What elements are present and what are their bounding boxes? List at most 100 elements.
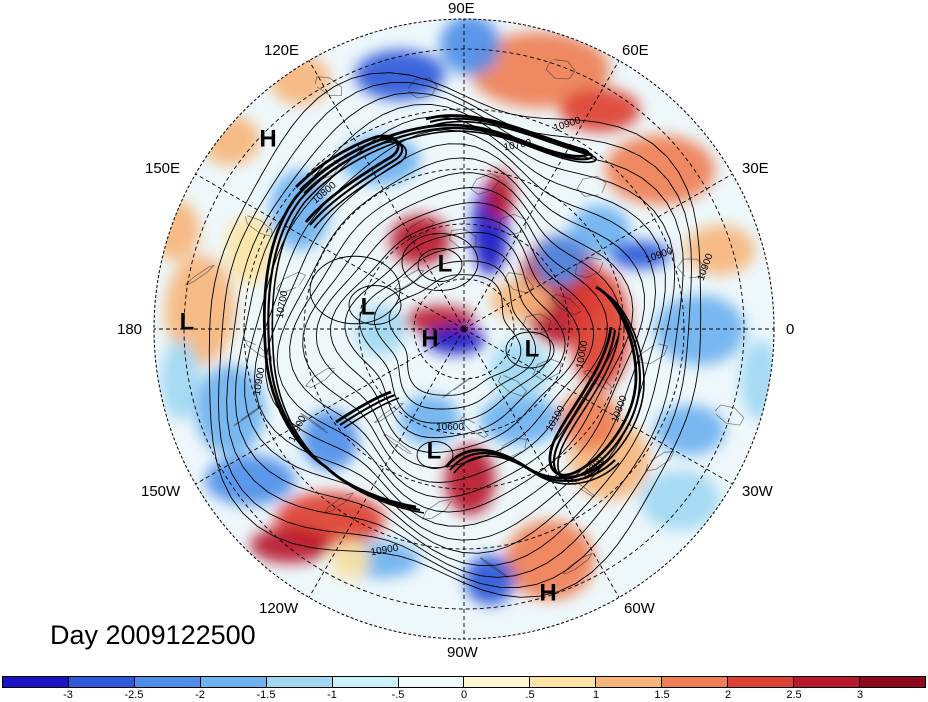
anomaly-patch: [685, 225, 755, 275]
day-title: Day 2009122500: [50, 620, 256, 650]
coastline: [504, 272, 534, 294]
contour-label: 10600: [436, 422, 464, 433]
height-contour: [315, 202, 595, 468]
height-contour: [416, 441, 454, 469]
anomaly-patch: [195, 365, 265, 455]
lon-label-0: 0: [786, 321, 795, 338]
coastline: [459, 416, 489, 438]
lon-label-90e: 90E: [448, 0, 475, 17]
lon-label-120e: 120E: [264, 42, 300, 59]
anomaly-patch: [655, 295, 745, 365]
contour-label: 10900: [370, 543, 400, 559]
lon-label-60e: 60E: [622, 42, 649, 59]
coastline: [304, 368, 335, 388]
height-contour: [330, 217, 580, 453]
colorbar-tick-label: 3: [856, 689, 864, 701]
height-contour: [234, 103, 676, 567]
coastline: [442, 376, 472, 399]
height-contour: [302, 187, 608, 483]
coastline: [576, 175, 607, 197]
coastline: [404, 218, 435, 240]
coastline: [639, 343, 669, 364]
jet-contour: [343, 397, 400, 429]
colorbar-box: [859, 677, 925, 687]
lat-lon-grid: [154, 19, 774, 639]
colorbar-tick-label: 1: [592, 689, 600, 701]
coastline: [300, 412, 328, 434]
anomaly-patch: [640, 470, 720, 530]
jet-contour: [271, 120, 597, 514]
colorbar-tick-label: -.5: [391, 689, 405, 701]
coastline: [676, 258, 707, 279]
contour-label: 10700: [275, 289, 291, 319]
coastline: [244, 215, 273, 237]
colorbar: [2, 676, 926, 688]
pressure-system-high: H: [259, 125, 276, 152]
coastline: [714, 404, 745, 426]
anomaly-patch: [490, 280, 550, 320]
coastline: [314, 76, 343, 96]
lon-label-180: 180: [117, 321, 143, 338]
coastline: [383, 434, 412, 454]
contour-label: 10700: [503, 138, 533, 154]
colorbar-tick-label: 1.5: [654, 689, 670, 701]
contour-label: 10900: [252, 366, 268, 396]
meridian: [308, 60, 465, 330]
height-contour: [401, 233, 479, 291]
meridian: [463, 173, 733, 330]
anomaly-patch: [250, 527, 330, 563]
anomaly-patch: [340, 135, 420, 185]
pressure-system-low: L: [361, 293, 376, 320]
coastline: [551, 293, 581, 316]
meridian: [463, 60, 620, 330]
lon-label-60w: 60W: [624, 600, 655, 617]
anomaly-patch: [470, 32, 610, 108]
coastlines: [185, 59, 745, 579]
anomaly-patch: [740, 340, 774, 420]
coastline: [574, 256, 604, 279]
anomaly-patch: [154, 200, 200, 260]
pressure-system-high: H: [539, 579, 556, 606]
latitude-circle: [303, 168, 625, 490]
pressure-system-low: L: [525, 335, 540, 362]
coastline: [323, 492, 355, 515]
colorbar-tick-label: 2.5: [786, 689, 802, 701]
anomaly-patch: [570, 270, 630, 390]
map-boundary: [153, 18, 775, 640]
colorbar-box: [332, 677, 399, 687]
height-contour: [309, 255, 401, 325]
anomaly-patch: [560, 88, 640, 132]
colorbar-box: [398, 677, 465, 687]
meridian: [463, 328, 733, 485]
colorbar-tick-label: -1.5: [256, 689, 276, 701]
coastline: [233, 404, 263, 427]
height-contour: [208, 72, 702, 598]
colorbar-box: [134, 677, 201, 687]
colorbar-box: [728, 677, 795, 687]
anomaly-patch: [610, 241, 670, 269]
anomaly-patch: [205, 455, 295, 505]
colorbar-tick-label: .5: [525, 689, 535, 701]
height-contour: [359, 246, 551, 424]
colorbar-box: [200, 677, 267, 687]
height-contour: [289, 172, 621, 498]
colorbar-tick-label: -2: [195, 689, 205, 701]
coastline: [498, 375, 528, 397]
colorbar-box: [530, 677, 597, 687]
coastline: [562, 552, 594, 575]
lon-label-120w: 120W: [259, 600, 299, 617]
meridian: [463, 328, 620, 598]
coastline: [421, 499, 452, 520]
colorbar-tick-label: -1: [327, 689, 337, 701]
coastline: [583, 369, 613, 391]
pressure-system-low: L: [427, 437, 442, 464]
lon-label-90w: 90W: [447, 644, 478, 661]
anomaly-patch: [570, 205, 630, 255]
colorbar-tick-label: -2.5: [124, 689, 144, 701]
colorbar-box: [596, 677, 663, 687]
height-contour: [244, 116, 666, 554]
anomaly-patch: [225, 215, 275, 285]
height-contour: [388, 274, 522, 396]
contour-label: 10000: [575, 339, 591, 369]
